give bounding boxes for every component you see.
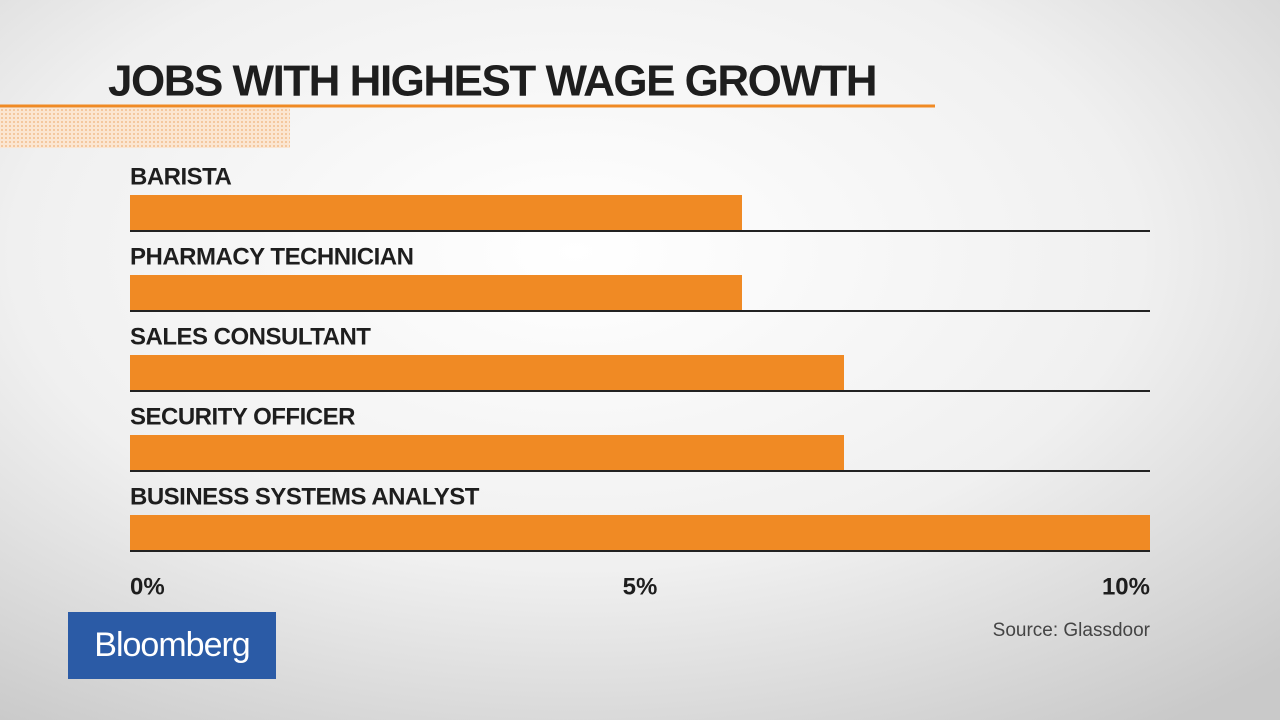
category-label: SALES CONSULTANT [130,323,371,350]
bar [130,195,742,230]
bar [130,355,844,390]
x-tick-label: 5% [623,573,658,600]
logo: Bloomberg [94,626,249,664]
category-label: BARISTA [130,163,232,190]
x-tick-label: 10% [1102,573,1150,600]
logo-box [68,612,276,679]
category-label: SECURITY OFFICER [130,403,355,430]
chart-title: JOBS WITH HIGHEST WAGE GROWTH [108,57,876,106]
category-label: PHARMACY TECHNICIAN [130,243,413,270]
bar [130,515,1150,550]
category-label: BUSINESS SYSTEMS ANALYST [130,483,480,510]
decor-pattern [0,108,290,148]
x-tick-label: 0% [130,573,165,600]
bar [130,275,742,310]
bar [130,435,844,470]
source: Source: Glassdoor [993,620,1151,641]
